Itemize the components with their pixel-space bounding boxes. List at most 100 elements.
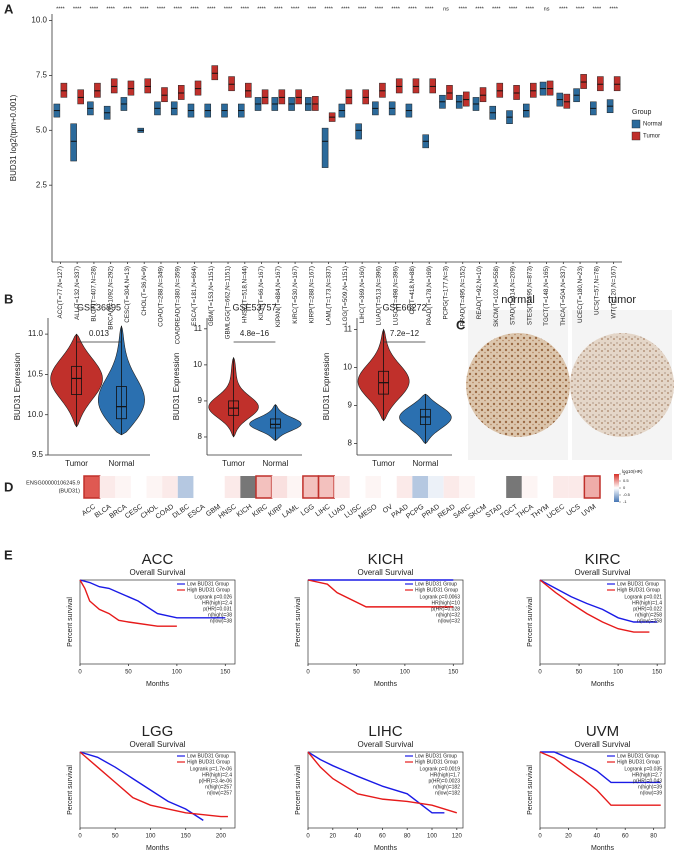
survival-curve: [79, 751, 204, 821]
significance-label: ****: [526, 6, 535, 12]
x-tick-label: SKCM: [467, 503, 488, 520]
box: [245, 82, 252, 98]
y-tick-label: 2.5: [36, 180, 48, 189]
box: [446, 85, 453, 100]
x-tick-label: KICH: [236, 503, 254, 518]
heat-cell: [177, 476, 194, 498]
x-tick-label: 80: [404, 834, 411, 840]
significance-label: ns: [544, 6, 550, 12]
x-tick-label: GBM(T=153,N=1151): [208, 266, 215, 326]
stat-label: HR(high)=2.7: [632, 772, 662, 778]
legend-label: Normal: [643, 122, 662, 128]
stat-label: p(HR)=0.031: [203, 606, 232, 612]
legend-swatch: [631, 131, 641, 141]
plot-frame: [539, 751, 666, 829]
significance-label: ****: [559, 6, 568, 12]
x-tick-label: LIHC(T=369,N=160): [359, 266, 366, 323]
x-tick-label: UVM: [581, 503, 598, 518]
x-tick-label: 150: [448, 670, 459, 676]
y-axis-label: Percent survival: [67, 597, 74, 647]
box: [127, 80, 135, 96]
significance-label: ****: [140, 6, 149, 12]
heat-cell: [271, 476, 288, 498]
x-tick-label: 40: [354, 834, 361, 840]
chart-subtitle: Overall Survival: [129, 568, 185, 577]
x-axis-label: Months: [374, 681, 397, 688]
y-tick-label: 9: [198, 396, 203, 405]
x-tick-label: 20: [329, 834, 336, 840]
y-axis-label: BUD31 Expression: [322, 353, 331, 421]
x-tick-label: BRCA(T=1092,N=292): [107, 266, 114, 330]
x-axis-label: Months: [591, 845, 614, 852]
legend-label: High BUD31 Group: [415, 759, 458, 765]
x-tick-label: 150: [181, 834, 192, 840]
box: [496, 82, 504, 98]
panel-label: A: [4, 1, 14, 16]
y-tick-label: 8: [198, 432, 203, 441]
x-tick-label: 0: [538, 670, 542, 676]
box: [177, 85, 185, 100]
x-tick-label: READ(T=92,N=10): [476, 266, 483, 319]
x-tick-label: 20: [565, 834, 572, 840]
stat-label: n(low)=39: [640, 790, 662, 796]
box: [312, 96, 319, 111]
y-tick-label: 10.0: [27, 410, 43, 419]
survival-curve: [79, 751, 228, 818]
significance-label: ****: [593, 6, 602, 12]
p-value: 0.013: [89, 329, 110, 338]
stat-label: HR(high)=2.4: [202, 600, 232, 606]
p-value: 4.8e−16: [240, 329, 270, 338]
ihc-core: [466, 333, 570, 437]
x-tick-label: ACC(T=77,N=127): [57, 266, 64, 319]
colorbar-tick-label: -1: [623, 499, 627, 504]
x-tick-label: 150: [220, 670, 231, 676]
significance-label: ****: [341, 6, 350, 12]
x-tick-label: 60: [622, 834, 629, 840]
stat-label: n(high)=38: [208, 612, 232, 618]
heat-cell: [317, 475, 335, 499]
x-tick-label: 100: [427, 834, 438, 840]
significance-label: ****: [425, 6, 434, 12]
survival-curve: [539, 579, 650, 633]
legend-label: Low BUD31 Group: [415, 753, 457, 759]
y-tick-label: 11.0: [28, 329, 44, 338]
stat-label: n(low)=258: [637, 618, 662, 624]
na-cell: [240, 476, 256, 498]
y-axis-label: Percent survival: [527, 597, 534, 647]
stat-label: n(high)=182: [433, 784, 460, 790]
x-tick-label: COAD: [155, 503, 176, 520]
box: [462, 91, 470, 107]
y-axis-label: Percent survival: [295, 597, 302, 647]
x-tick-label: 80: [650, 834, 657, 840]
stat-label: p(HR)=0.0023: [428, 778, 460, 784]
x-tick-label: Normal: [263, 459, 289, 468]
x-tick-label: SKCM(T=102,N=558): [493, 266, 500, 327]
heat-cell: [115, 476, 131, 498]
significance-label: ****: [224, 6, 233, 12]
x-tick-label: 100: [400, 670, 411, 676]
box: [395, 78, 403, 94]
plot-frame: [307, 751, 464, 829]
survival-curve: [540, 751, 661, 784]
x-tick-label: LAML(T=173,N=337): [325, 266, 332, 325]
x-tick-label: LUAD(T=513,N=396): [376, 266, 383, 326]
x-tick-label: 50: [576, 670, 583, 676]
x-tick-label: BLCA(T=407,N=28): [91, 266, 98, 322]
significance-label: ****: [475, 6, 484, 12]
significance-label: ****: [576, 6, 585, 12]
plot-frame: [79, 751, 236, 829]
x-tick-label: COAD(T=288,N=349): [158, 266, 165, 327]
x-tick-label: Tumor: [65, 459, 88, 468]
stat-label: HR(high)=10: [432, 600, 461, 606]
x-axis-label: Months: [591, 681, 614, 688]
y-tick-label: 8: [348, 439, 353, 448]
x-tick-label: THCA(T=504,N=337): [560, 266, 567, 326]
legend-label: High BUD31 Group: [617, 759, 660, 765]
box: [269, 418, 281, 429]
survival-curve: [79, 579, 226, 619]
heat-cell: [381, 476, 397, 498]
chart-title: UVM: [586, 723, 619, 740]
survival-curve: [307, 579, 454, 608]
stat-label: p(HR)=0.022: [633, 606, 662, 612]
panel-label: C: [456, 317, 466, 332]
